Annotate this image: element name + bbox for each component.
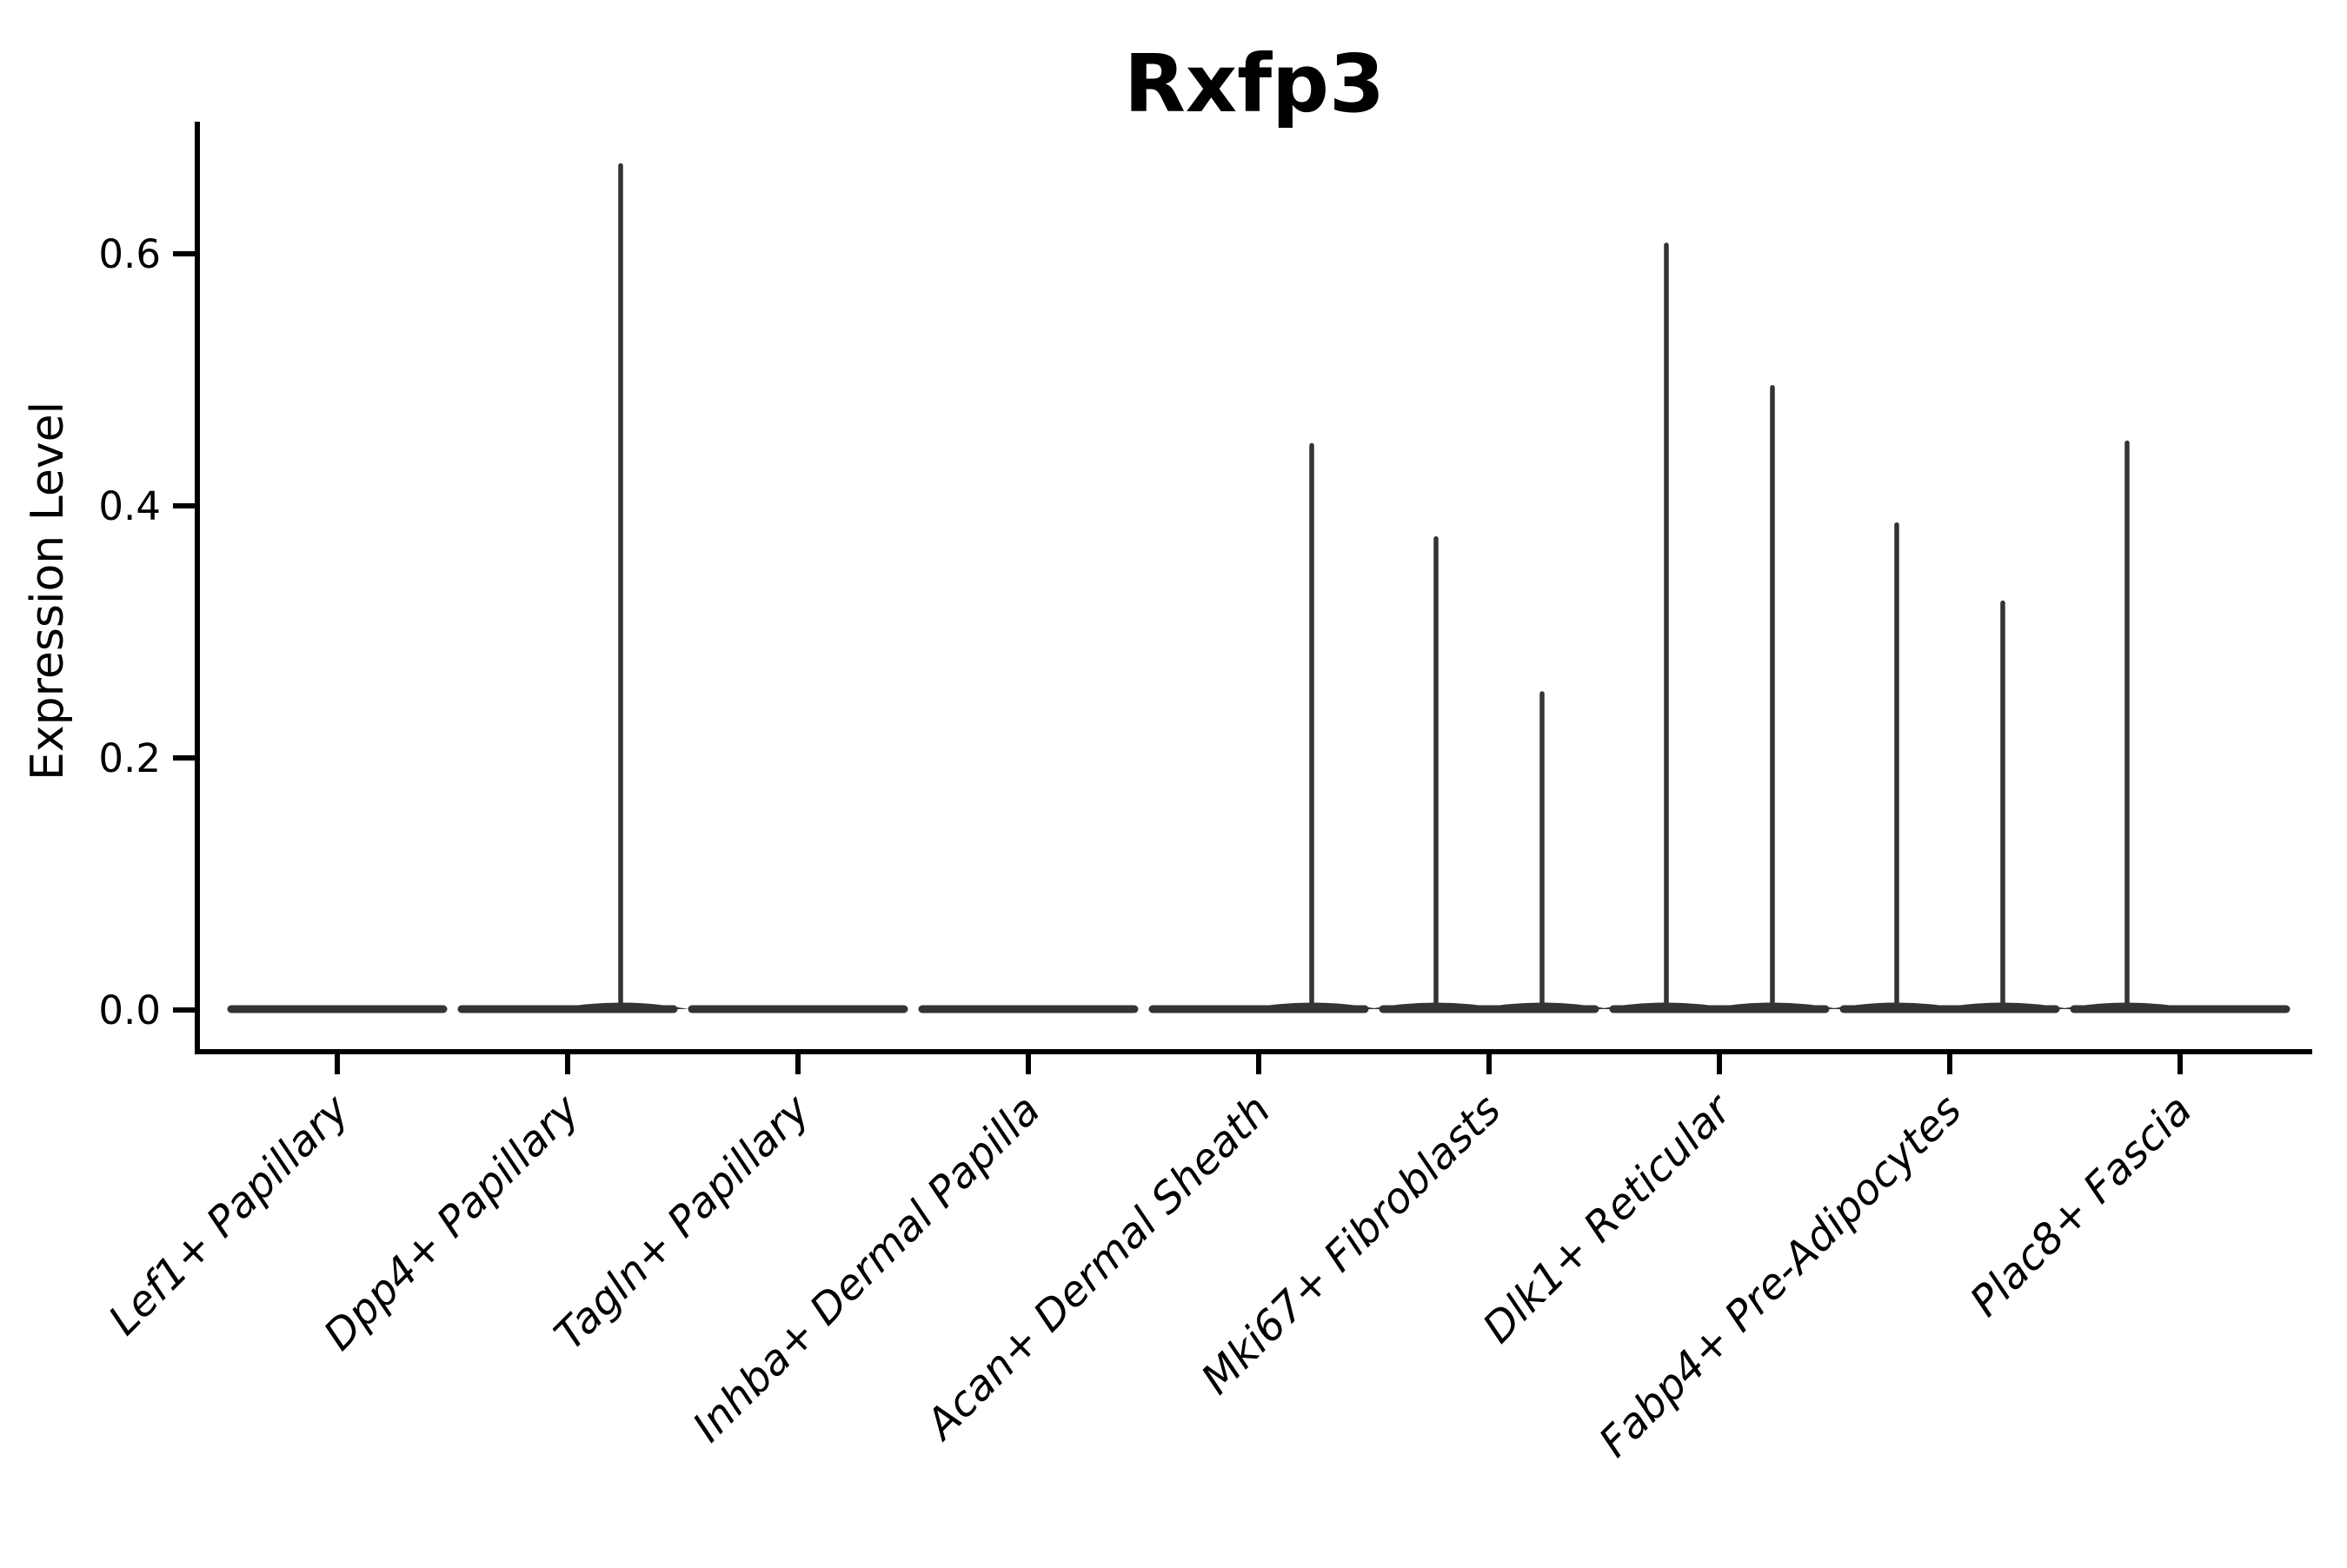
x-tick-label: Fabp4+ Pre-Adipocytes <box>1590 1086 1971 1467</box>
x-tick-label: Dpp4+ Papillary <box>315 1085 589 1359</box>
y-axis-label: Expression Level <box>22 402 74 781</box>
x-tick-label: Plac8+ Fascia <box>1961 1086 2202 1326</box>
x-tick-label: Dlk1+ Reticular <box>1473 1084 1743 1353</box>
x-tick-label: Lef1+ Papillary <box>99 1085 359 1345</box>
chart-title: Rxfp3 <box>1124 37 1385 130</box>
axis-spines <box>195 122 2312 1054</box>
y-tick-label: 0.6 <box>98 231 161 277</box>
y-tick-label: 0.2 <box>98 735 161 781</box>
y-tick-label: 0.0 <box>98 987 161 1033</box>
violin-category <box>1599 243 1840 1013</box>
y-axis-ticks: 0.0 0.2 0.4 0.6 <box>98 231 197 1033</box>
x-tick-label: Tagln+ Papillary <box>545 1085 820 1359</box>
violin-category <box>2059 440 2290 1013</box>
y-tick-label: 0.4 <box>98 483 161 529</box>
violins <box>227 163 2290 1013</box>
violin-category <box>1829 522 2071 1013</box>
violin-category <box>1368 535 1610 1013</box>
violin-category <box>457 163 688 1013</box>
violin-category <box>1148 442 1380 1013</box>
